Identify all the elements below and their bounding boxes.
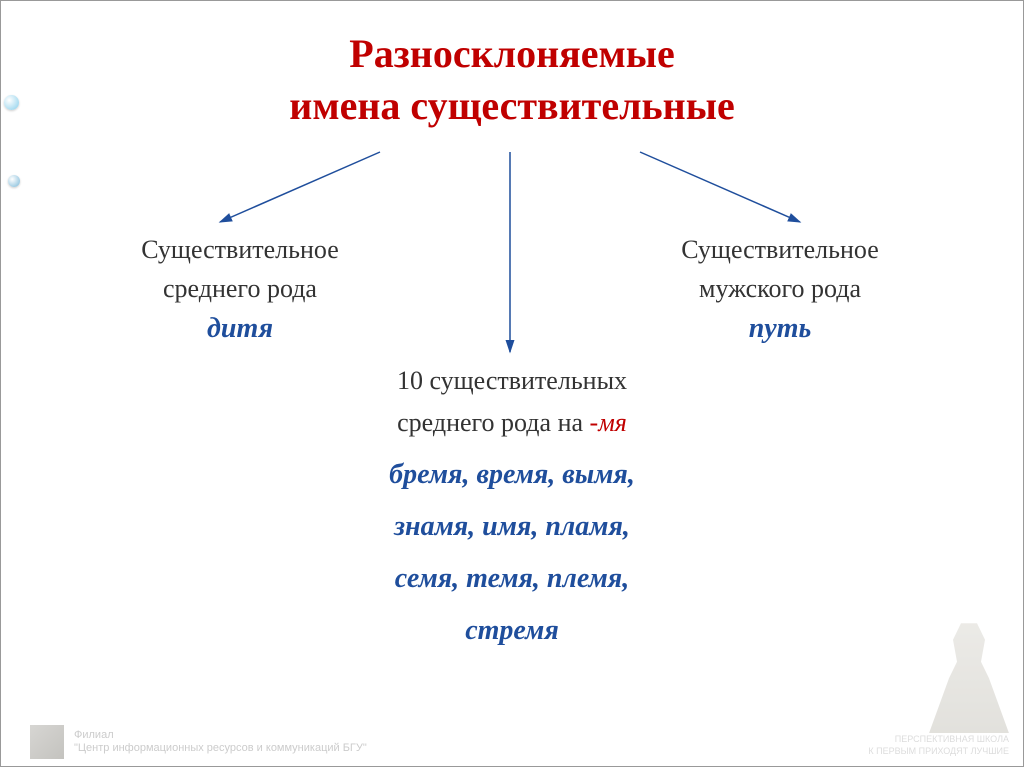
footer-right-logo: ПЕРСПЕКТИВНАЯ ШКОЛА К ПЕРВЫМ ПРИХОДЯТ ЛУ…	[868, 623, 1009, 757]
footer-right-line1: ПЕРСПЕКТИВНАЯ ШКОЛА	[868, 735, 1009, 745]
branch-right-label2: мужского рода	[620, 269, 940, 308]
branch-right-label1: Существительное	[620, 230, 940, 269]
footer-left-logo: Филиал "Центр информационных ресурсов и …	[30, 725, 367, 759]
center-count: 10 существительных	[262, 360, 762, 402]
words-line-2: знамя, имя, пламя,	[262, 501, 762, 553]
title-line-1: Разносклоняемые	[0, 28, 1024, 80]
slide-title: Разносклоняемые имена существительные	[0, 28, 1024, 132]
bubble-icon	[8, 175, 20, 187]
footer-left-line2: "Центр информационных ресурсов и коммуни…	[74, 742, 367, 755]
footer-right-line2: К ПЕРВЫМ ПРИХОДЯТ ЛУЧШИЕ	[868, 747, 1009, 757]
center-suffix: -мя	[590, 408, 627, 437]
center-gender-line: среднего рода на -мя	[262, 402, 762, 444]
words-line-3: семя, темя, племя,	[262, 553, 762, 605]
words-line-4: стремя	[262, 605, 762, 657]
branch-left-label2: среднего рода	[80, 269, 400, 308]
title-line-2: имена существительные	[0, 80, 1024, 132]
branch-left: Существительное среднего рода дитя	[80, 230, 400, 350]
footer-left-text: Филиал "Центр информационных ресурсов и …	[74, 729, 367, 755]
branch-right: Существительное мужского рода путь	[620, 230, 940, 350]
branch-right-word: путь	[620, 308, 940, 350]
branch-left-word: дитя	[80, 308, 400, 350]
branch-center: 10 существительных среднего рода на -мя …	[262, 360, 762, 656]
words-line-1: бремя, время, вымя,	[262, 449, 762, 501]
statue-icon	[929, 623, 1009, 733]
word-list: бремя, время, вымя, знамя, имя, пламя, с…	[262, 449, 762, 656]
logo-square-icon	[30, 725, 64, 759]
branch-left-label1: Существительное	[80, 230, 400, 269]
footer-left-line1: Филиал	[74, 729, 367, 742]
center-gender-prefix: среднего рода на	[397, 408, 589, 437]
